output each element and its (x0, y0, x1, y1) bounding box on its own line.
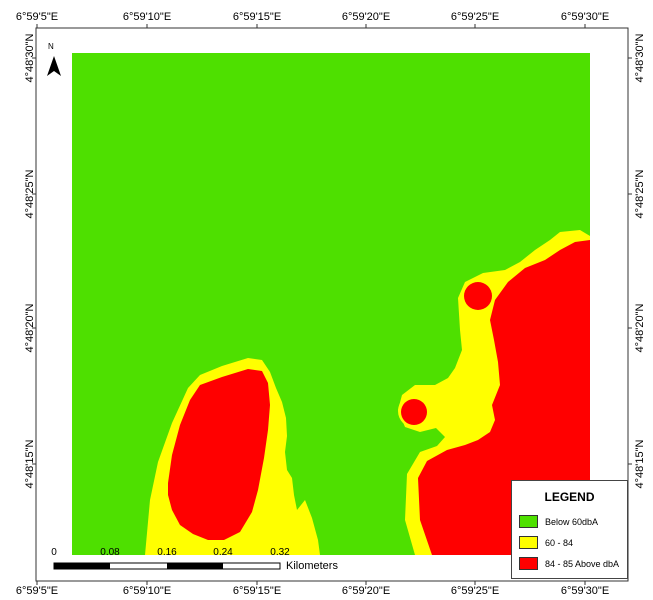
legend-swatch (519, 536, 538, 549)
lon-tick-label: 6°59'30"E (560, 585, 610, 597)
scale-label: 0.08 (100, 547, 120, 558)
zone-84-85-left (168, 369, 270, 540)
north-arrow-icon (47, 56, 61, 76)
lon-tick-label: 6°59'25"E (450, 11, 500, 23)
scale-units: Kilometers (286, 560, 338, 572)
legend-item: 84 - 85 Above dbA (512, 553, 627, 574)
legend-label: 60 - 84 (545, 537, 574, 548)
lon-tick-label: 6°59'5"E (15, 11, 59, 23)
lon-tick-label: 6°59'10"E (122, 585, 172, 597)
map-neatline (35, 27, 629, 582)
lat-tick-label: 4°48'25"N (24, 169, 36, 219)
lon-tick-label: 6°59'15"E (232, 11, 282, 23)
lon-tick-label: 6°59'5"E (15, 585, 59, 597)
zone-84-85-right (418, 240, 590, 555)
legend: LEGEND Below 60dbA 60 - 84 84 - 85 Above… (511, 480, 628, 579)
north-label: N (48, 42, 54, 51)
lon-tick-label: 6°59'15"E (232, 585, 282, 597)
legend-swatch (519, 515, 538, 528)
zone-84-85-blob-lower (401, 399, 427, 425)
scale-label: 0.32 (270, 547, 290, 558)
legend-swatch (519, 557, 538, 570)
legend-label: Below 60dbA (545, 516, 599, 527)
lat-tick-label: 4°48'30"N (634, 33, 646, 83)
lat-tick-label: 4°48'30"N (24, 33, 36, 83)
scale-label: 0 (51, 547, 57, 558)
legend-label: 84 - 85 Above dbA (545, 558, 620, 569)
lat-tick-label: 4°48'20"N (24, 303, 36, 353)
lat-tick-label: 4°48'15"N (24, 439, 36, 489)
lon-tick-label: 6°59'20"E (341, 11, 391, 23)
legend-title: LEGEND (544, 490, 595, 504)
lon-tick-label: 6°59'30"E (560, 11, 610, 23)
legend-item: 60 - 84 (512, 532, 627, 553)
lon-tick-label: 6°59'20"E (341, 585, 391, 597)
scale-bar (53, 562, 281, 570)
scale-label: 0.24 (213, 547, 233, 558)
lon-tick-label: 6°59'10"E (122, 11, 172, 23)
lat-tick-label: 4°48'20"N (634, 303, 646, 353)
scale-label: 0.16 (157, 547, 177, 558)
lon-tick-label: 6°59'25"E (450, 585, 500, 597)
legend-item: Below 60dbA (512, 511, 627, 532)
lat-tick-label: 4°48'15"N (634, 439, 646, 489)
lat-tick-label: 4°48'25"N (634, 169, 646, 219)
graticule-ticks (32, 24, 632, 585)
zone-84-85-blob-upper (464, 282, 492, 310)
